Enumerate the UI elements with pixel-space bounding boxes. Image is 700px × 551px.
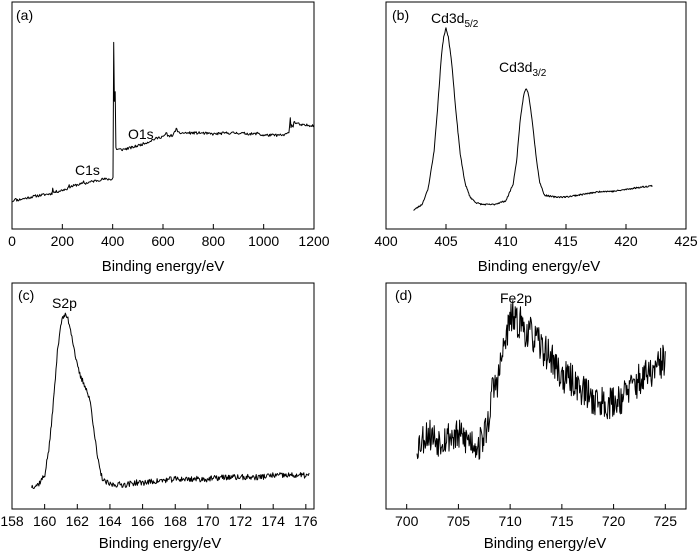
panel-b-xtick-label-400: 400	[374, 233, 398, 249]
panel-d-xtick-label-715: 715	[550, 513, 574, 529]
panel-b-xtick-label-425: 425	[674, 233, 698, 249]
panel-b-label: (b)	[392, 7, 409, 23]
panel-a-xtick-label-800: 800	[202, 233, 226, 249]
panel-a-xticks	[11, 224, 315, 229]
panel-c-xtick-labels: 158 160 162 164 166 168 170 172 174 176	[0, 513, 317, 529]
panel-a-xtick-label-0: 0	[8, 233, 16, 249]
panel-a-xtick-label-200: 200	[51, 233, 75, 249]
panel-a: (a) 0 200 400 600 800 1000 1200 C1s O1s Bindin…	[8, 1, 330, 275]
panel-a-annotation-c1s: C1s	[75, 162, 100, 178]
panel-b-xtick-label-405: 405	[434, 233, 458, 249]
panel-c-annotation-s2p: S2p	[52, 295, 77, 311]
panel-c-xtick-label-164: 164	[98, 513, 122, 529]
panel-d-xtick-label-720: 720	[602, 513, 626, 529]
panel-c-xtick-label-172: 172	[229, 513, 253, 529]
panel-a-x-axis-label: Binding energy/eV	[102, 258, 225, 275]
panel-a-label: (a)	[16, 7, 33, 23]
panel-c-x-axis-label: Binding energy/eV	[99, 535, 222, 551]
panel-c-frame	[11, 282, 315, 510]
panel-d-label: (d)	[395, 287, 412, 303]
panel-b-annotation-cd3d52: Cd3d5/2	[431, 10, 479, 30]
panel-b-annotation-cd3d32-sub: 3/2	[532, 68, 546, 79]
panel-c-spectrum-line	[31, 312, 310, 489]
panel-d-xtick-label-700: 700	[395, 513, 419, 529]
panel-b: (b) 400 405 410 415 420 425 Cd3d5/2 Cd3d3/2 B…	[374, 1, 698, 275]
panel-c: (c) 158 160 162 164 166 168 170 172 174 176 S2p B…	[0, 282, 318, 551]
panel-b-xticks	[385, 224, 687, 229]
panel-a-xtick-label-1000: 1000	[248, 233, 279, 249]
panel-b-xtick-label-420: 420	[614, 233, 638, 249]
panel-c-xtick-label-158: 158	[0, 513, 24, 529]
panel-a-annotation-o1s: O1s	[128, 126, 154, 142]
panel-d-x-axis-label: Binding energy/eV	[484, 535, 607, 551]
panel-d-annotation-fe2p: Fe2p	[500, 290, 532, 306]
panel-a-frame	[11, 1, 315, 230]
panel-c-label: (c)	[18, 287, 34, 303]
panel-a-spectrum-line	[12, 41, 315, 203]
panel-c-xtick-label-160: 160	[33, 513, 57, 529]
panel-b-frame	[385, 1, 687, 230]
panel-b-xtick-labels: 400 405 410 415 420 425	[374, 233, 698, 249]
panel-c-xticks	[11, 504, 307, 509]
panel-b-xtick-label-415: 415	[554, 233, 578, 249]
panel-d-xticks	[406, 504, 666, 509]
panel-a-xtick-labels: 0 200 400 600 800 1000 1200	[8, 233, 330, 249]
panel-c-xtick-label-170: 170	[196, 513, 220, 529]
panel-d-xtick-label-710: 710	[498, 513, 522, 529]
panel-a-xtick-label-400: 400	[101, 233, 125, 249]
panel-b-spectrum-line	[413, 27, 653, 211]
panel-c-xtick-label-166: 166	[131, 513, 155, 529]
panel-d-xtick-labels: 700 705 710 715 720 725	[395, 513, 677, 529]
panel-d-xtick-label-705: 705	[447, 513, 471, 529]
panel-b-annotation-cd3d52-main: Cd3d	[431, 10, 464, 26]
panel-c-xtick-label-176: 176	[294, 513, 318, 529]
panel-c-xtick-label-168: 168	[164, 513, 188, 529]
panel-b-xtick-label-410: 410	[494, 233, 518, 249]
panel-d-spectrum-line	[416, 300, 666, 460]
panel-d-frame	[385, 282, 687, 510]
panel-b-annotation-cd3d52-sub: 5/2	[464, 19, 478, 30]
panel-b-annotation-cd3d32-main: Cd3d	[499, 59, 532, 75]
panel-c-xtick-label-162: 162	[66, 513, 90, 529]
panel-b-annotation-cd3d32: Cd3d3/2	[499, 59, 547, 79]
panel-a-xtick-label-600: 600	[151, 233, 175, 249]
panel-d: (d) 700 705 710 715 720 725 Fe2p Binding ener…	[385, 282, 687, 551]
panel-d-xtick-label-725: 725	[654, 513, 678, 529]
panel-c-xtick-label-174: 174	[262, 513, 286, 529]
panel-a-xtick-label-1200: 1200	[298, 233, 329, 249]
panel-b-x-axis-label: Binding energy/eV	[478, 258, 601, 275]
